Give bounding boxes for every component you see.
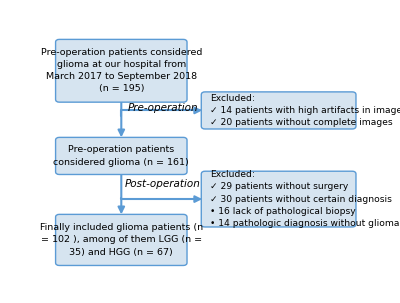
Text: Pre-operation: Pre-operation <box>128 103 198 113</box>
Text: Pre-operation patients
considered glioma (n = 161): Pre-operation patients considered glioma… <box>54 145 189 167</box>
Text: Finally included glioma patients (n
= 102 ), among of them LGG (n =
35) and HGG : Finally included glioma patients (n = 10… <box>40 223 203 257</box>
FancyBboxPatch shape <box>56 137 187 175</box>
FancyBboxPatch shape <box>201 171 356 227</box>
Text: Post-operation: Post-operation <box>125 179 201 189</box>
Text: Pre-operation patients considered
glioma at our hospital from
March 2017 to Sept: Pre-operation patients considered glioma… <box>41 48 202 94</box>
FancyBboxPatch shape <box>56 39 187 102</box>
FancyBboxPatch shape <box>56 215 187 265</box>
FancyBboxPatch shape <box>201 92 356 129</box>
Text: Excluded:
✓ 29 patients without surgery
✓ 30 patients without certain diagnosis
: Excluded: ✓ 29 patients without surgery … <box>210 170 400 228</box>
Text: Excluded:
✓ 14 patients with high artifacts in images
✓ 20 patients without comp: Excluded: ✓ 14 patients with high artifa… <box>210 94 400 127</box>
